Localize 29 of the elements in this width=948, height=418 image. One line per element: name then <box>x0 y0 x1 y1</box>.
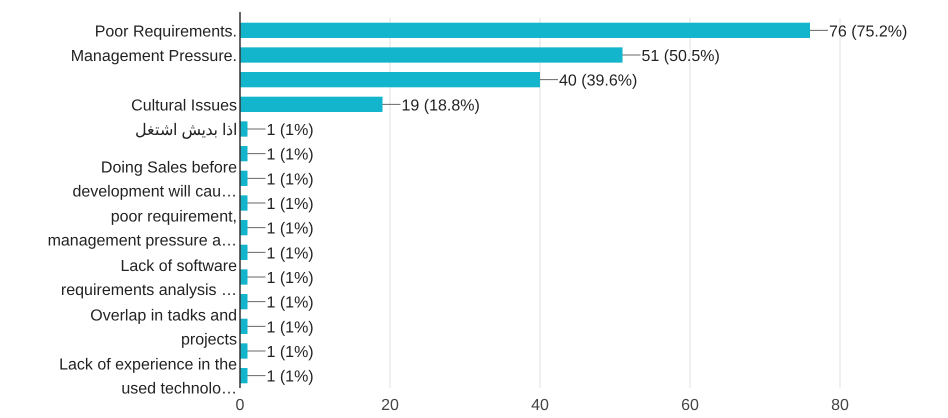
y-tick-label: Doing Sales before development will cau… <box>72 159 238 200</box>
data-label: 19 (18.8%) <box>402 97 480 114</box>
y-tick-label: Lack of experience in the used technolo… <box>59 356 238 398</box>
y-tick-label: poor requirement, management pressure a… <box>48 208 237 250</box>
y-tick-label: Management Pressure. <box>70 48 237 65</box>
data-label: 1 (1%) <box>266 171 314 188</box>
y-tick-label: اذا بديش اشتغل <box>135 122 237 139</box>
data-label: 1 (1%) <box>266 270 314 287</box>
data-label: 1 (1%) <box>266 146 314 164</box>
x-tick-label: 0 <box>236 397 245 414</box>
data-label: 51 (50.5%) <box>642 48 720 65</box>
data-label: 1 (1%) <box>266 319 314 336</box>
y-tick-label: Lack of software requirements analysis … <box>60 258 238 299</box>
x-tick-label: 60 <box>681 397 699 414</box>
data-label: 76 (75.2%) <box>829 23 908 40</box>
data-label: 40 (39.6%) <box>559 72 638 90</box>
y-tick-label: Poor Requirements. <box>94 23 237 40</box>
y-tick-label: Cultural Issues <box>131 97 237 114</box>
data-label: 1 (1%) <box>266 245 314 262</box>
data-label: 1 (1%) <box>266 220 314 238</box>
data-label: 1 (1%) <box>266 294 314 312</box>
x-tick-label: 80 <box>831 397 849 414</box>
x-tick-label: 40 <box>531 397 549 414</box>
data-label: 1 (1%) <box>266 122 314 139</box>
data-label: 1 (1%) <box>266 368 314 386</box>
data-label: 1 (1%) <box>266 344 314 361</box>
data-label: 1 (1%) <box>266 196 314 213</box>
y-tick-label: Overlap in tadks and projects <box>90 307 237 348</box>
x-tick-label: 20 <box>381 397 399 414</box>
